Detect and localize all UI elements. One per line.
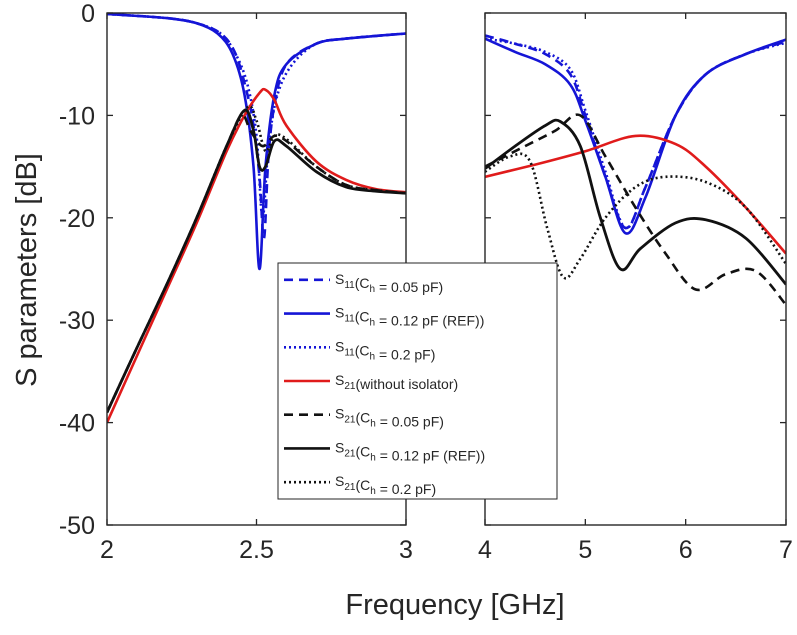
y-tick-label: -20 [59, 205, 95, 233]
x-tick-label: 2.5 [239, 536, 274, 564]
legend-entry-1: S11(Ch = 0.12 pF (REF)) [335, 305, 484, 329]
x-tick-label: 2 [100, 536, 114, 564]
series-line-4-right [485, 113, 786, 306]
legend-entry-4: S21(Ch = 0.05 pF) [335, 406, 444, 430]
y-tick-label: -40 [59, 410, 95, 438]
y-tick-label: -30 [59, 307, 95, 335]
y-axis-title: S parameters [dB] [11, 153, 43, 387]
x-tick-label: 7 [779, 536, 793, 564]
legend-entry-5: S21(Ch = 0.12 pF (REF)) [335, 439, 485, 463]
series-line-5-left [107, 108, 406, 413]
series-line-1-right [485, 37, 786, 235]
series-line-2-left [107, 13, 406, 220]
legend-entry-3: S21(without isolator) [335, 372, 458, 392]
series-line-3-left [107, 87, 406, 424]
x-axis-title: Frequency [GHz] [345, 589, 564, 621]
legend-entry-0: S11(Ch = 0.05 pF) [335, 271, 443, 295]
series-line-6-left [107, 104, 406, 413]
x-tick-label: 3 [399, 536, 413, 564]
series-line-6-right [485, 152, 786, 280]
x-tick-label: 6 [679, 536, 693, 564]
legend-entry-2: S11(Ch = 0.2 pF) [335, 338, 435, 362]
series-line-3-right [485, 134, 786, 255]
x-tick-label: 4 [478, 536, 492, 564]
y-tick-label: -50 [59, 512, 95, 540]
legend-entry-6: S21(Ch = 0.2 pF) [335, 473, 436, 497]
y-tick-label: -10 [59, 102, 95, 130]
x-tick-label: 5 [578, 536, 592, 564]
y-tick-label: 0 [81, 0, 95, 28]
series-line-5-right [485, 118, 786, 286]
series-line-2-right [485, 37, 786, 230]
